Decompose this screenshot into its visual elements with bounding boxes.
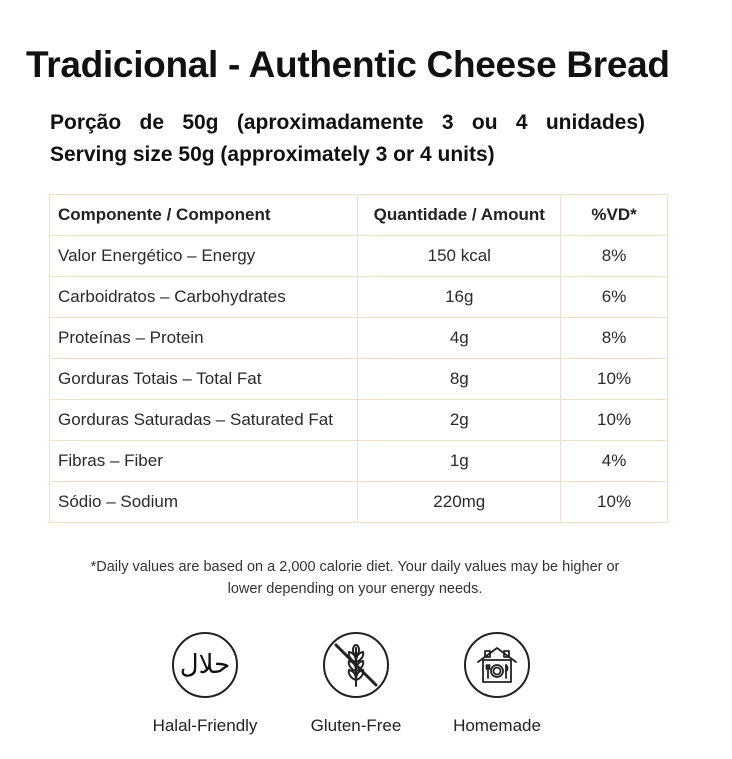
dv-cell: 8% <box>560 317 668 359</box>
nutrition-table: Componente / Component Quantidade / Amou… <box>48 194 668 523</box>
wheat-icon <box>334 643 378 687</box>
amount-cell: 220mg <box>357 481 562 523</box>
serving-size-pt: Porção de 50g (aproximadamente 3 ou 4 un… <box>50 111 645 134</box>
dv-cell: 10% <box>560 481 668 523</box>
component-cell: Gorduras Totais – Total Fat <box>48 358 359 400</box>
table-row: Gorduras Saturadas – Saturated Fat 2g 10… <box>48 399 668 441</box>
component-cell: Carboidratos – Carbohydrates <box>48 276 359 318</box>
halal-glyph: حلال <box>179 650 231 680</box>
amount-cell: 1g <box>357 440 562 482</box>
component-cell: Gorduras Saturadas – Saturated Fat <box>48 399 359 441</box>
daily-values-footnote: *Daily values are based on a 2,000 calor… <box>55 556 655 600</box>
badge-label: Halal-Friendly <box>152 716 258 735</box>
amount-cell: 8g <box>357 358 562 400</box>
house-icon <box>477 647 517 683</box>
badge-halal-friendly: حلال Halal-Friendly <box>130 632 280 736</box>
amount-cell: 4g <box>357 317 562 359</box>
component-cell: Proteínas – Protein <box>48 317 359 359</box>
badge-label: Gluten-Free <box>310 716 402 735</box>
amount-cell: 150 kcal <box>357 235 562 277</box>
halal-icon: حلال <box>172 632 238 698</box>
dv-cell: 10% <box>560 358 668 400</box>
dv-cell: 10% <box>560 399 668 441</box>
amount-cell: 2g <box>357 399 562 441</box>
dv-cell: 6% <box>560 276 668 318</box>
table-header-row: Componente / Component Quantidade / Amou… <box>48 194 668 236</box>
badge-gluten-free: Gluten-Free <box>281 632 431 736</box>
table-row: Sódio – Sodium 220mg 10% <box>48 481 668 523</box>
dv-cell: 4% <box>560 440 668 482</box>
footnote-line-1: *Daily values are based on a 2,000 calor… <box>90 559 620 575</box>
header-amount: Quantidade / Amount <box>357 194 562 236</box>
header-component: Componente / Component <box>48 194 359 236</box>
serving-size-en: Serving size 50g (approximately 3 or 4 u… <box>50 143 495 166</box>
table-row: Carboidratos – Carbohydrates 16g 6% <box>48 276 668 318</box>
page-title: Tradicional - Authentic Cheese Bread <box>26 44 670 85</box>
component-cell: Sódio – Sodium <box>48 481 359 523</box>
header-dv: %VD* <box>560 194 668 236</box>
gluten-free-icon <box>323 632 389 698</box>
table-row: Gorduras Totais – Total Fat 8g 10% <box>48 358 668 400</box>
homemade-icon <box>464 632 530 698</box>
amount-cell: 16g <box>357 276 562 318</box>
component-cell: Fibras – Fiber <box>48 440 359 482</box>
table-row: Fibras – Fiber 1g 4% <box>48 440 668 482</box>
component-cell: Valor Energético – Energy <box>48 235 359 277</box>
table-row: Proteínas – Protein 4g 8% <box>48 317 668 359</box>
badge-homemade: Homemade <box>422 632 572 736</box>
table-row: Valor Energético – Energy 150 kcal 8% <box>48 235 668 277</box>
badge-label: Homemade <box>453 716 541 735</box>
footnote-line-2: lower depending on your energy needs. <box>227 581 483 597</box>
dv-cell: 8% <box>560 235 668 277</box>
